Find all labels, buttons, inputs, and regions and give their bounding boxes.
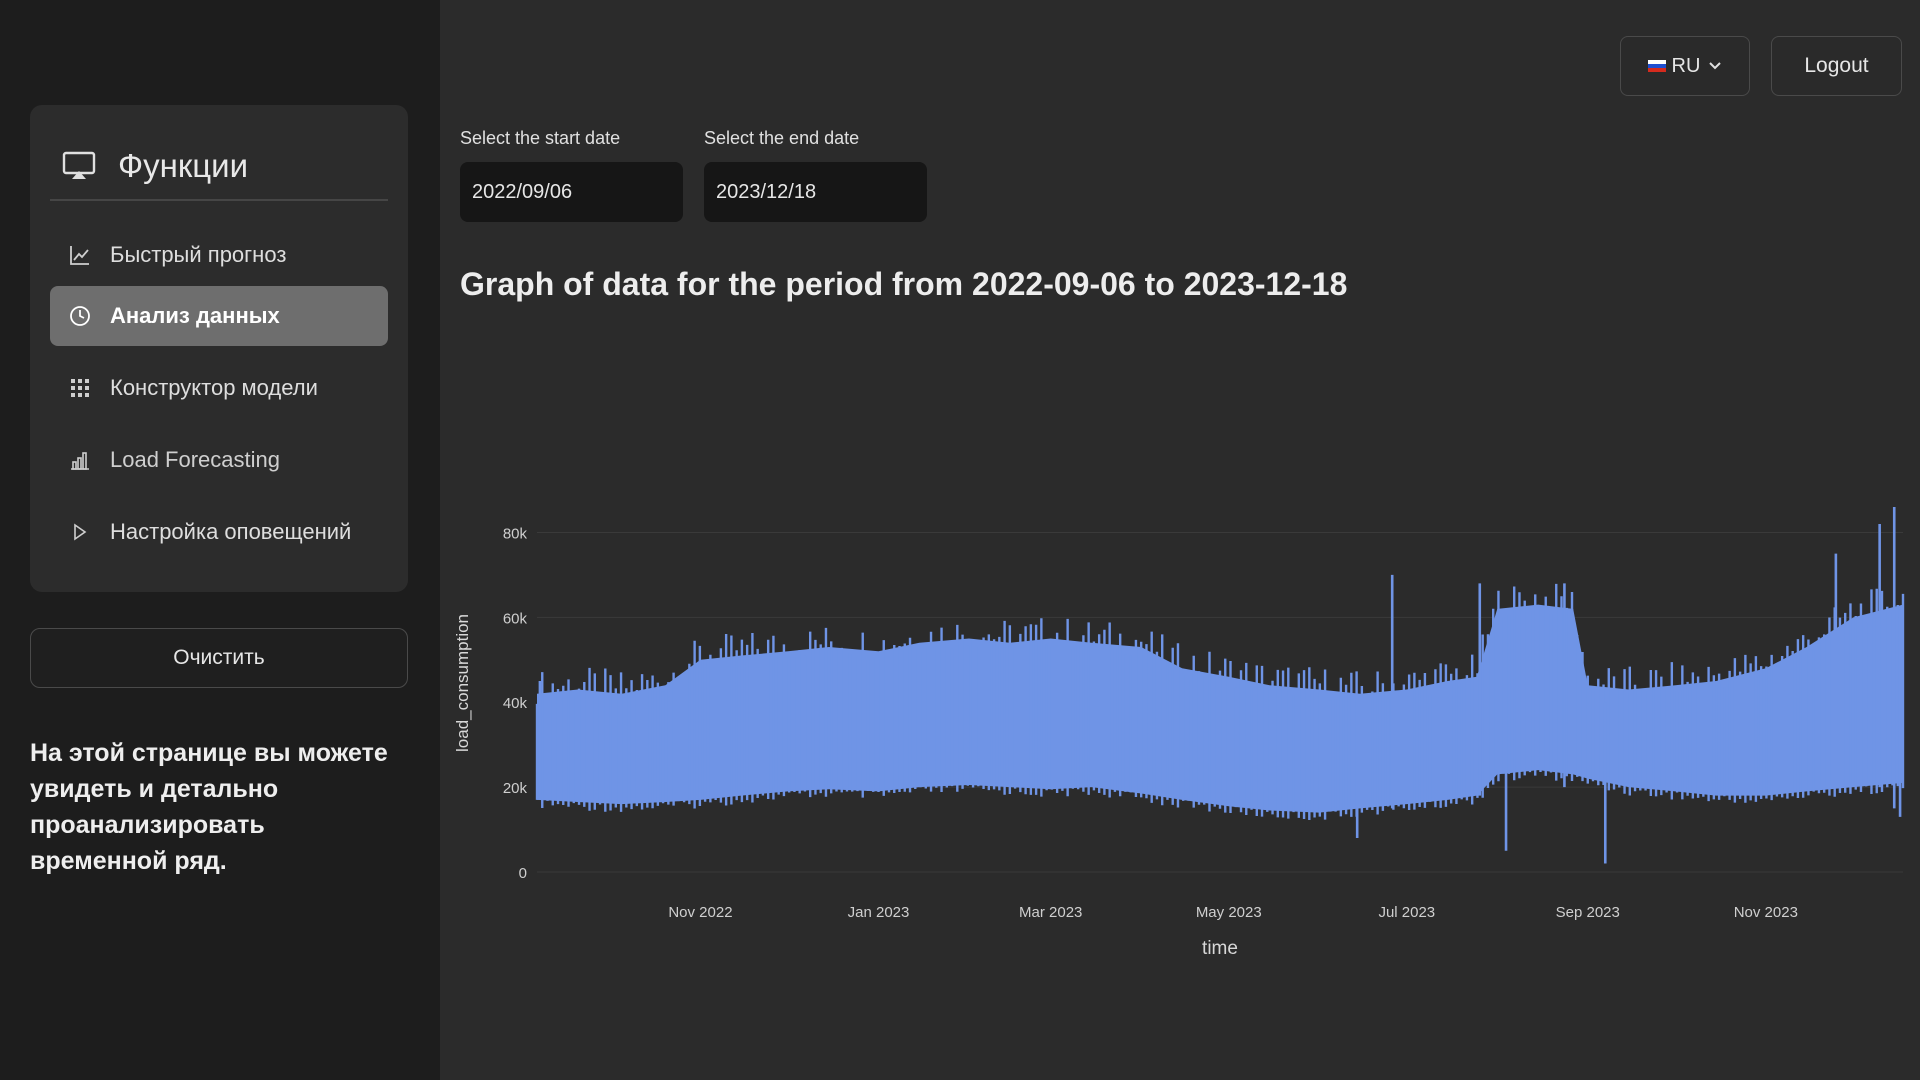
- line-chart-icon: [68, 243, 92, 267]
- y-tick-label: 80k: [503, 525, 528, 542]
- y-tick-label: 0: [519, 865, 527, 882]
- sidebar: Функции Быстрый прогноз Анализ данных: [0, 0, 440, 1080]
- y-tick-label: 40k: [503, 695, 528, 712]
- load-consumption-chart[interactable]: 0 20k 40k 60k 80k Nov 2022 Jan 2023 Mar 2023 Ma…: [455, 490, 1915, 970]
- page-description: На этой странице вы можете увидеть и дет…: [30, 739, 388, 875]
- functions-header: Функции: [50, 133, 388, 201]
- nav-item-alert-settings[interactable]: Настройка оповещений: [50, 502, 388, 562]
- x-tick-label: Nov 2023: [1734, 904, 1798, 921]
- monitor-icon: [62, 151, 96, 179]
- functions-title: Функции: [118, 147, 249, 184]
- x-axis-label: time: [1202, 938, 1238, 959]
- bar-chart-icon: [68, 448, 92, 472]
- nav-item-quick-forecast[interactable]: Быстрый прогноз: [50, 225, 388, 285]
- x-tick-label: Sep 2023: [1556, 904, 1620, 921]
- functions-panel: Функции Быстрый прогноз Анализ данных: [30, 105, 408, 592]
- y-tick-label: 20k: [503, 780, 528, 797]
- chevron-down-icon: [1709, 62, 1722, 70]
- y-tick-label: 60k: [503, 610, 528, 627]
- start-date-input[interactable]: [460, 162, 683, 222]
- nav-item-label: Конструктор модели: [110, 375, 318, 400]
- russia-flag-icon: [1647, 59, 1666, 73]
- grid-icon: [68, 376, 92, 400]
- nav-item-label: Load Forecasting: [110, 447, 280, 472]
- logout-button[interactable]: Logout: [1771, 36, 1902, 96]
- nav-item-label: Настройка оповещений: [110, 519, 352, 544]
- clock-icon: [68, 304, 92, 328]
- clear-button[interactable]: Очистить: [30, 628, 408, 688]
- nav-item-label: Анализ данных: [110, 303, 280, 328]
- language-label: RU: [1671, 54, 1701, 77]
- start-date-label: Select the start date: [460, 128, 621, 148]
- nav-item-data-analysis[interactable]: Анализ данных: [50, 286, 388, 346]
- end-date-input[interactable]: [704, 162, 927, 222]
- x-tick-label: Nov 2022: [668, 904, 732, 921]
- end-date-label: Select the end date: [704, 128, 860, 148]
- nav-item-model-builder[interactable]: Конструктор модели: [50, 358, 388, 418]
- y-axis-label: load_consumption: [455, 614, 472, 752]
- play-icon: [68, 520, 92, 544]
- graph-title: Graph of data for the period from 2022-0…: [460, 266, 1348, 302]
- x-tick-label: Jan 2023: [848, 904, 910, 921]
- x-tick-label: Mar 2023: [1019, 904, 1082, 921]
- nav-item-load-forecasting[interactable]: Load Forecasting: [50, 430, 388, 490]
- x-tick-label: May 2023: [1196, 904, 1262, 921]
- x-tick-label: Jul 2023: [1378, 904, 1435, 921]
- nav-item-label: Быстрый прогноз: [110, 242, 287, 267]
- language-selector[interactable]: RU: [1620, 36, 1750, 96]
